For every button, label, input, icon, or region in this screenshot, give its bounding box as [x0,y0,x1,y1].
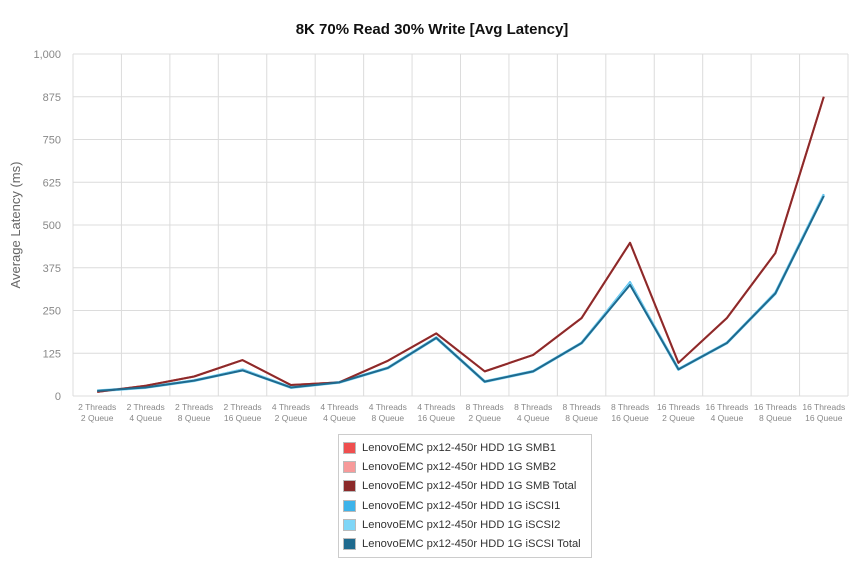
y-tick-label: 875 [43,92,61,104]
legend-label: LenovoEMC px12-450r HDD 1G SMB Total [362,480,577,493]
legend: LenovoEMC px12-450r HDD 1G SMB1 LenovoEMC… [338,434,592,558]
series-line-6 [97,195,825,392]
x-tick-label: 8 Queue [565,413,598,423]
y-tick-label: 500 [43,220,61,232]
x-tick-label: 8 Threads [514,402,552,412]
legend-swatch [343,441,356,454]
x-tick-label: 8 Queue [372,413,405,423]
legend-label: LenovoEMC px12-450r HDD 1G iSCSI1 [362,499,561,512]
legend-swatch [343,480,356,493]
legend-item[interactable]: LenovoEMC px12-450r HDD 1G SMB Total [343,477,587,496]
x-tick-label: 2 Queue [81,413,114,423]
legend-label: LenovoEMC px12-450r HDD 1G iSCSI2 [362,518,561,531]
x-tick-label: 16 Threads [657,402,700,412]
chart-title: 8K 70% Read 30% Write [Avg Latency] [296,21,569,38]
x-tick-label: 8 Threads [563,402,601,412]
y-tick-label: 375 [43,263,61,275]
x-tick-label: 16 Queue [418,413,456,423]
y-axis-label: Average Latency (ms) [8,162,23,289]
x-tick-label: 8 Threads [466,402,504,412]
x-tick-label: 2 Threads [175,402,213,412]
x-tick-label: 16 Queue [224,413,262,423]
x-tick-label: 4 Threads [369,402,407,412]
legend-item[interactable]: LenovoEMC px12-450r HDD 1G SMB1 [343,438,587,457]
y-tick-label: 625 [43,177,61,189]
y-tick-label: 125 [43,348,61,360]
y-tick-label: 1,000 [33,49,61,61]
legend-item[interactable]: LenovoEMC px12-450r HDD 1G SMB2 [343,457,587,476]
x-tick-label: 8 Queue [178,413,211,423]
x-tick-label: 2 Threads [127,402,165,412]
y-tick-label: 0 [55,391,61,403]
y-tick-label: 250 [43,306,61,318]
y-tick-label: 750 [43,135,61,147]
x-tick-label: 4 Queue [517,413,550,423]
x-tick-label: 16 Queue [805,413,843,423]
legend-item[interactable]: LenovoEMC px12-450r HDD 1G iSCSI2 [343,515,587,534]
x-tick-label: 16 Queue [611,413,649,423]
legend-swatch [343,499,356,512]
x-tick-label: 16 Threads [754,402,797,412]
x-tick-label: 4 Threads [320,402,358,412]
legend-item[interactable]: LenovoEMC px12-450r HDD 1G iSCSI1 [343,496,587,515]
x-tick-label: 4 Queue [129,413,162,423]
legend-label: LenovoEMC px12-450r HDD 1G iSCSI Total [362,538,581,551]
x-tick-label: 4 Threads [417,402,455,412]
x-tick-label: 8 Queue [759,413,792,423]
x-tick-label: 8 Threads [611,402,649,412]
x-tick-label: 2 Queue [662,413,695,423]
x-tick-label: 4 Threads [272,402,310,412]
x-tick-label: 4 Queue [711,413,744,423]
legend-swatch [343,460,356,473]
legend-label: LenovoEMC px12-450r HDD 1G SMB2 [362,460,557,473]
legend-label: LenovoEMC px12-450r HDD 1G SMB1 [362,441,557,454]
legend-item[interactable]: LenovoEMC px12-450r HDD 1G iSCSI Total [343,534,587,553]
x-tick-label: 16 Threads [802,402,845,412]
x-tick-label: 16 Threads [705,402,748,412]
legend-swatch [343,518,356,531]
legend-swatch [343,538,356,551]
series-line-3 [97,96,825,393]
x-tick-label: 4 Queue [323,413,356,423]
x-tick-label: 2 Queue [468,413,501,423]
x-tick-label: 2 Queue [275,413,308,423]
x-tick-label: 2 Threads [78,402,116,412]
x-tick-label: 2 Threads [223,402,261,412]
